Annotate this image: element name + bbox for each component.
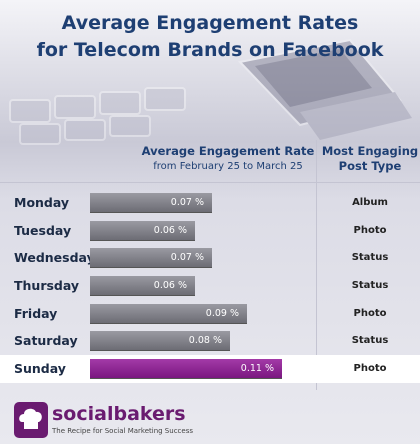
bar-value-label: 0.07 % xyxy=(170,197,204,208)
day-label: Sunday xyxy=(14,361,66,377)
day-label: Thursday xyxy=(14,278,80,294)
bar-sunday: 0.11 % xyxy=(90,359,282,380)
chart-row-friday: Friday 0.09 % Photo xyxy=(0,300,420,328)
bar-value-label: 0.11 % xyxy=(240,363,274,375)
header-rate-date-range: from February 25 to March 25 xyxy=(153,161,303,172)
chart-row-monday: Monday 0.07 % Album xyxy=(0,189,420,217)
chart-rows: Monday 0.07 % Album Tuesday 0.06 % Photo Wedne… xyxy=(0,189,420,383)
column-header-rate: Average Engagement Rate from February 25… xyxy=(140,144,316,174)
header-type-line-2: Post Type xyxy=(338,159,402,173)
bar-friday: 0.09 % xyxy=(90,303,247,324)
socialbakers-logo: socialbakers The Recipe for Social Marke… xyxy=(14,402,314,440)
day-label: Friday xyxy=(14,305,58,321)
header-rate-label: Average Engagement Rate xyxy=(141,144,315,158)
bar-value-label: 0.08 % xyxy=(188,335,222,347)
brand-name: socialbakers xyxy=(52,403,186,425)
column-header-post-type: Most Engaging Post Type xyxy=(320,144,420,174)
header-type-line-1: Most Engaging xyxy=(321,144,419,158)
post-type-label: Album xyxy=(352,197,388,208)
day-label: Tuesday xyxy=(14,222,72,238)
day-label: Wednesday xyxy=(14,250,95,266)
chart-row-sunday: Sunday 0.11 % Photo xyxy=(0,355,420,383)
bar-wednesday: 0.07 % xyxy=(90,248,212,269)
chart-title: Average Engagement Rates for Telecom Bra… xyxy=(0,10,420,64)
title-line-2: for Telecom Brands on Facebook xyxy=(36,39,384,61)
column-divider xyxy=(316,140,317,390)
post-type-label: Photo xyxy=(353,307,387,319)
post-type-label: Status xyxy=(351,252,389,264)
bar-saturday: 0.08 % xyxy=(90,331,230,352)
header-divider xyxy=(0,182,420,183)
bar-tuesday: 0.06 % xyxy=(90,220,195,241)
day-label: Saturday xyxy=(14,333,78,349)
chart-row-saturday: Saturday 0.08 % Status xyxy=(0,327,420,355)
bar-value-label: 0.06 % xyxy=(153,280,187,292)
bar-value-label: 0.07 % xyxy=(170,252,204,264)
post-type-label: Status xyxy=(351,280,389,292)
post-type-label: Photo xyxy=(353,363,387,375)
post-type-label: Status xyxy=(351,335,389,347)
bar-monday: 0.07 % xyxy=(90,193,212,213)
phone-image xyxy=(238,38,412,140)
chart-row-tuesday: Tuesday 0.06 % Photo xyxy=(0,217,420,245)
chart-row-wednesday: Wednesday 0.07 % Status xyxy=(0,244,420,272)
day-label: Monday xyxy=(14,195,70,210)
post-type-label: Photo xyxy=(353,224,387,236)
title-line-1: Average Engagement Rates xyxy=(61,12,359,34)
chart-row-thursday: Thursday 0.06 % Status xyxy=(0,272,420,300)
chef-hat-icon xyxy=(14,402,48,438)
bar-value-label: 0.09 % xyxy=(205,307,239,319)
bar-value-label: 0.06 % xyxy=(153,224,187,236)
bar-thursday: 0.06 % xyxy=(90,276,195,297)
brand-tagline: The Recipe for Social Marketing Success xyxy=(52,427,193,435)
